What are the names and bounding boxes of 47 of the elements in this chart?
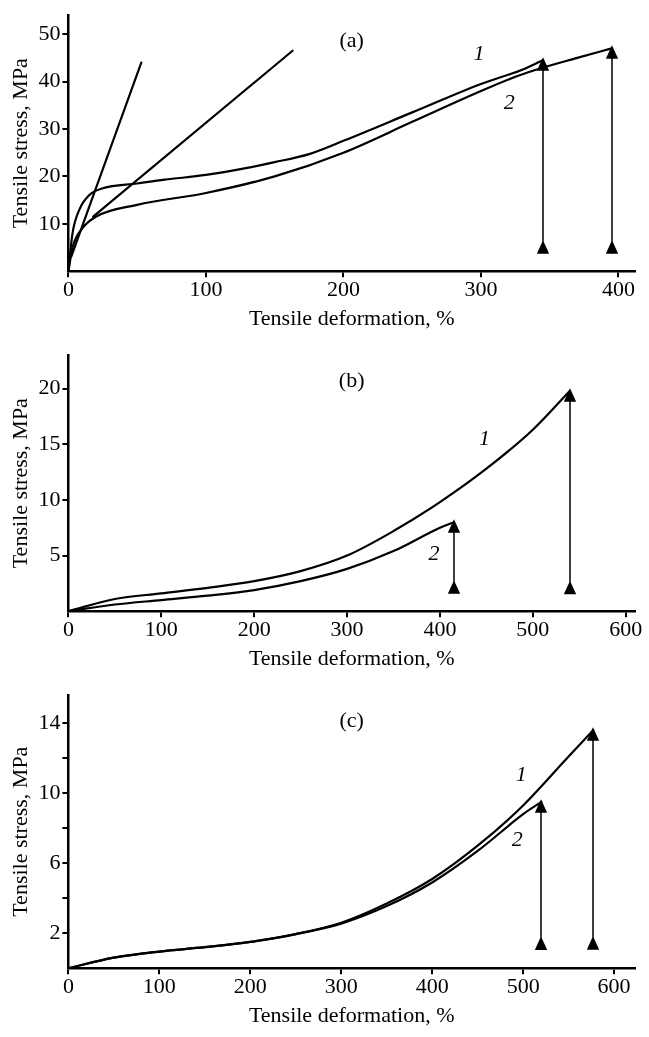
text: (a) [339, 26, 364, 52]
y-tick-label: 40 [38, 67, 61, 93]
y-tick-label: 6 [49, 848, 61, 874]
x-tick-label: 400 [602, 276, 635, 302]
annotation: 1 [478, 424, 490, 450]
x-axis-title: Tensile deformation, % [248, 1001, 455, 1027]
y-tick-label: 15 [38, 430, 61, 456]
x-tick-label: 400 [423, 616, 457, 642]
x-tick-label: 0 [62, 973, 74, 999]
annotation: 2 [428, 539, 440, 565]
x-tick-label: 500 [516, 616, 550, 642]
y-tick-label: 14 [38, 708, 61, 734]
y-axis-title: Tensile stress, MPa [6, 746, 32, 917]
y-tick-label: 10 [38, 778, 61, 804]
y-tick-label: 2 [49, 918, 61, 944]
y-tick-label: 20 [38, 374, 61, 400]
y-axis-title: Tensile stress, MPa [6, 57, 32, 229]
text: (b) [338, 366, 365, 392]
x-tick-label: 400 [415, 973, 449, 999]
x-tick-label: 300 [464, 276, 498, 302]
x-tick-label: 300 [324, 973, 358, 999]
x-tick-label: 100 [144, 616, 178, 642]
x-tick-label: 0 [62, 616, 74, 642]
annotation: 2 [511, 825, 523, 851]
x-tick-label: 0 [62, 276, 74, 302]
x-tick-label: 200 [237, 616, 271, 642]
y-tick-label: 30 [38, 114, 61, 140]
x-tick-label: 500 [506, 973, 540, 999]
x-tick-label: 100 [142, 973, 176, 999]
y-tick-label: 5 [49, 541, 61, 567]
y-axis-title: Tensile stress, MPa [6, 397, 32, 569]
annotation: 1 [515, 761, 527, 787]
x-tick-label: 300 [330, 616, 364, 642]
annotation: 2 [503, 88, 515, 114]
annotation: 1 [473, 39, 485, 65]
x-tick-label: 600 [597, 973, 631, 999]
y-tick-label: 10 [38, 485, 61, 511]
x-tick-label: 200 [326, 276, 360, 302]
x-tick-label: 600 [609, 616, 643, 642]
y-tick-label: 50 [38, 19, 61, 45]
x-axis-title: Tensile deformation, % [248, 304, 455, 330]
y-tick-label: 20 [38, 162, 61, 188]
text: (c) [339, 706, 364, 732]
x-tick-label: 100 [189, 276, 223, 302]
x-tick-label: 200 [233, 973, 267, 999]
x-axis-title: Tensile deformation, % [248, 644, 455, 670]
y-tick-label: 10 [38, 209, 61, 235]
